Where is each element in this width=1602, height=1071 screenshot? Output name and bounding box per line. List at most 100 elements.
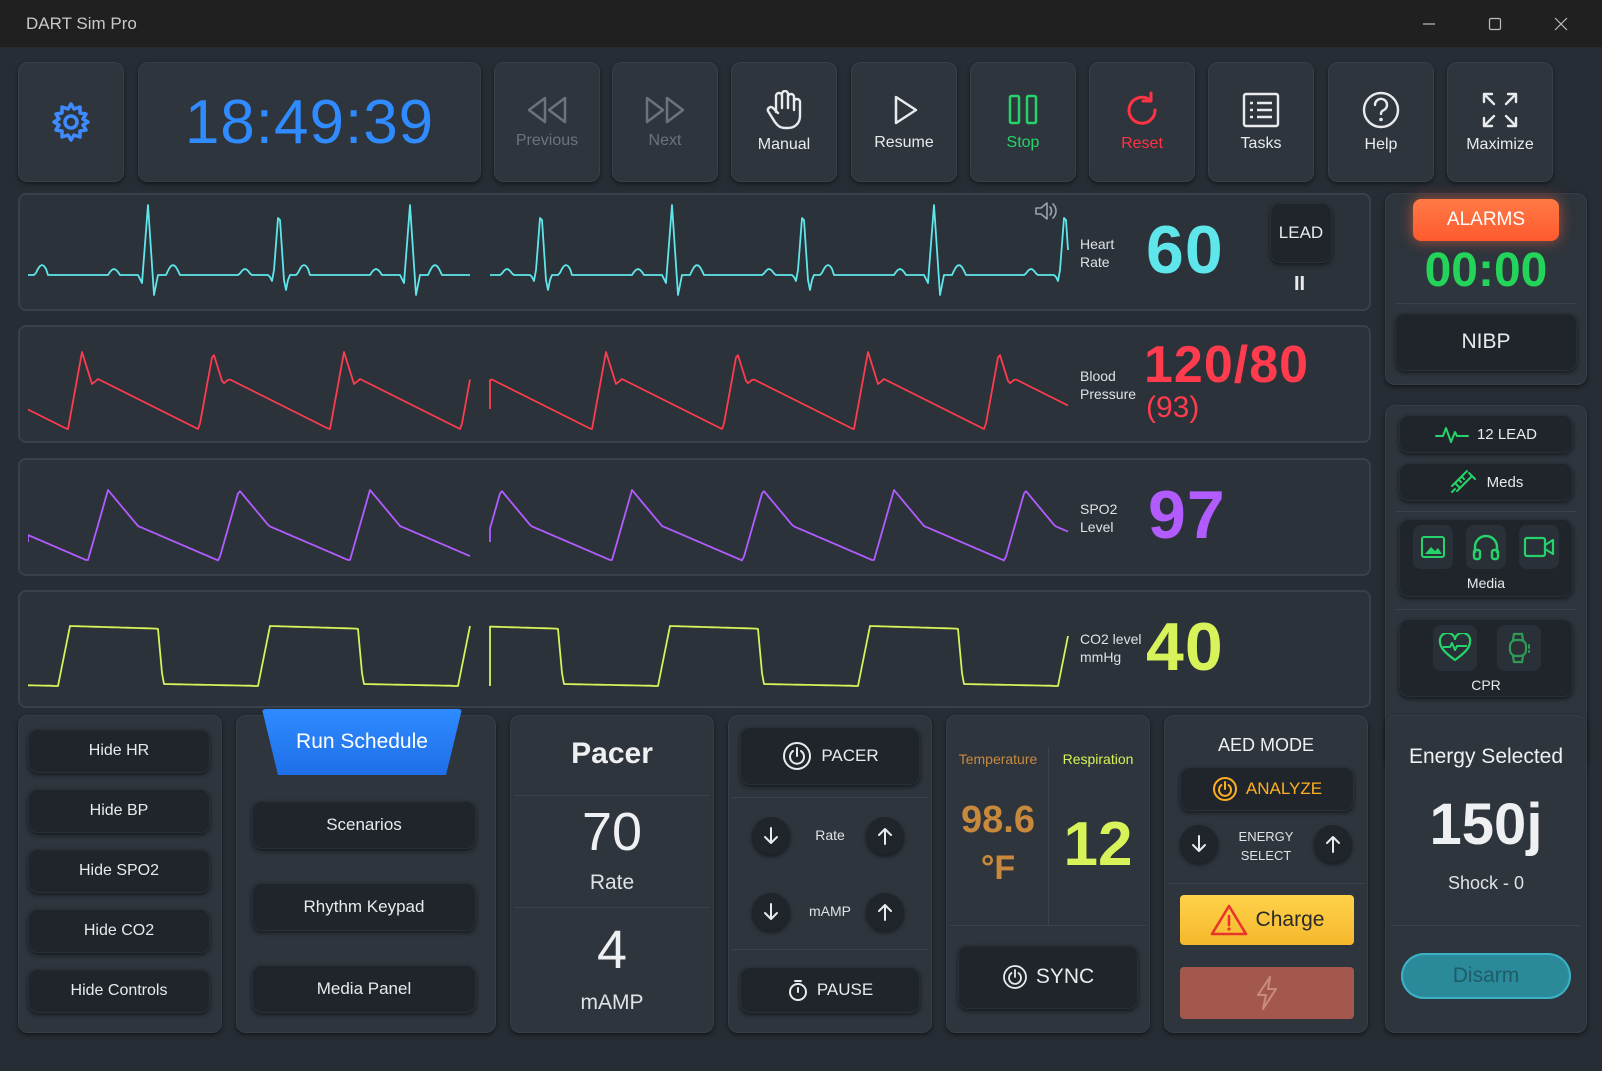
tasks-label: Tasks: [1240, 135, 1282, 152]
previous-button[interactable]: Previous: [494, 62, 600, 182]
divider: [1395, 511, 1577, 512]
shock-button[interactable]: [1180, 967, 1354, 1019]
capnography-trace: [28, 625, 1069, 687]
pacer-rate-label: Rate: [589, 871, 635, 894]
heart-pulse-icon: [1438, 633, 1472, 662]
pacer-mamp-value: 4: [596, 920, 628, 980]
video-media-button[interactable]: [1519, 525, 1559, 569]
ecg-icon: [1434, 427, 1469, 443]
previous-label: Previous: [515, 132, 579, 149]
hide-hr-button[interactable]: Hide HR: [28, 729, 210, 773]
energy-up-button[interactable]: [1314, 825, 1352, 863]
hr-label-line1: Heart: [1080, 236, 1115, 252]
analyze-button[interactable]: ANALYZE: [1180, 767, 1354, 811]
rate-down-button[interactable]: [752, 817, 790, 855]
sync-label: SYNC: [1035, 965, 1095, 988]
lightning-icon: [1257, 976, 1277, 1010]
hr-value: 60: [1146, 212, 1224, 288]
spo2-label-line1: SPO2: [1080, 501, 1118, 517]
minimize-button[interactable]: [1406, 8, 1452, 40]
settings-button[interactable]: [18, 62, 124, 182]
hide-controls-button[interactable]: Hide Controls: [28, 969, 210, 1013]
nibp-button[interactable]: NIBP: [1395, 313, 1577, 371]
bp-value: 120/80: [1144, 336, 1310, 394]
speaker-icon[interactable]: [1032, 199, 1058, 223]
resume-button[interactable]: Resume: [851, 62, 957, 182]
help-label: Help: [1364, 136, 1398, 153]
audio-media-button[interactable]: [1466, 525, 1506, 569]
arrow-down-icon: [764, 827, 778, 844]
timer-icon: [788, 980, 807, 1001]
mamp-down-button[interactable]: [752, 893, 790, 931]
sync-button[interactable]: SYNC: [958, 945, 1138, 1009]
restore-button[interactable]: [1472, 8, 1518, 40]
schedule-panel: Run Schedule Scenarios Rhythm Keypad Med…: [236, 709, 496, 1033]
pacer-pause-button[interactable]: PAUSE: [740, 967, 920, 1013]
media-label: Media: [1466, 575, 1506, 591]
arrow-up-icon: [878, 904, 892, 921]
capnography-waveform: [28, 625, 1069, 687]
clock: 18:49:39: [184, 87, 435, 157]
charge-button[interactable]: Charge: [1180, 895, 1354, 945]
tasks-button[interactable]: Tasks: [1208, 62, 1314, 182]
hand-icon: [766, 90, 802, 130]
close-button[interactable]: [1538, 8, 1584, 40]
hide-co2-button[interactable]: Hide CO2: [28, 909, 210, 953]
waveform-pause-button[interactable]: II: [1294, 273, 1306, 295]
energy-select-line1: ENERGY: [1238, 829, 1294, 844]
co2-label: CO2 level mmHg: [1080, 630, 1141, 666]
bp-mean: (93): [1146, 391, 1200, 424]
divider: [1168, 883, 1364, 884]
restore-icon: [1488, 17, 1502, 31]
hr-label: Heart Rate: [1080, 235, 1114, 271]
bp-waveform: [28, 351, 1069, 430]
gear-icon: [52, 102, 90, 142]
disarm-button[interactable]: Disarm: [1401, 953, 1571, 999]
stop-button[interactable]: Stop: [970, 62, 1076, 182]
ecg-trace: [28, 204, 1069, 296]
app-body: 18:49:39 Previous Next Manual Resume Sto…: [0, 48, 1602, 1071]
rhythm-keypad-button[interactable]: Rhythm Keypad: [252, 883, 476, 931]
image-media-button[interactable]: [1413, 525, 1453, 569]
resume-label: Resume: [874, 134, 934, 151]
lead-button[interactable]: LEAD: [1270, 203, 1332, 263]
energy-down-button[interactable]: [1180, 825, 1218, 863]
watch-icon: [1508, 632, 1530, 664]
manual-button[interactable]: Manual: [731, 62, 837, 182]
hide-bp-button[interactable]: Hide BP: [28, 789, 210, 833]
power-icon: [1002, 965, 1027, 989]
hide-spo2-button[interactable]: Hide SPO2: [28, 849, 210, 893]
bp-label: Blood Pressure: [1080, 367, 1136, 403]
run-schedule-button[interactable]: Run Schedule: [262, 709, 462, 775]
media-panel-button[interactable]: Media Panel: [252, 965, 476, 1013]
scenarios-button[interactable]: Scenarios: [252, 801, 476, 849]
reset-button[interactable]: Reset: [1089, 62, 1195, 182]
cpr-heart-button[interactable]: [1433, 625, 1477, 671]
help-button[interactable]: Help: [1328, 62, 1434, 182]
alarms-button[interactable]: ALARMS: [1413, 199, 1559, 241]
play-icon: [894, 95, 918, 125]
media-group: Media: [1399, 519, 1573, 597]
divider: [1395, 609, 1577, 610]
energy-panel: Energy Selected 150j Shock - 0 Disarm: [1385, 715, 1587, 1033]
rate-up-button[interactable]: [866, 817, 904, 855]
hide-controls-panel: Hide HR Hide BP Hide SPO2 Hide CO2 Hide …: [18, 715, 222, 1033]
mamp-up-button[interactable]: [866, 893, 904, 931]
energy-select-line2: SELECT: [1240, 848, 1292, 863]
bp-label-line1: Blood: [1080, 368, 1116, 384]
cpr-watch-button[interactable]: [1497, 625, 1541, 671]
pacer-button[interactable]: PACER: [740, 727, 920, 785]
maximize-app-button[interactable]: Maximize: [1447, 62, 1553, 182]
bp-waveform-panel: Blood Pressure 120/80 (93): [18, 325, 1371, 443]
temperature-value: 98.6: [961, 799, 1035, 841]
video-icon: [1523, 536, 1555, 558]
title-bar: DART Sim Pro: [0, 0, 1602, 48]
pause-label: PAUSE: [816, 980, 874, 999]
next-button[interactable]: Next: [612, 62, 718, 182]
meds-button[interactable]: Meds: [1399, 463, 1573, 501]
twelve-lead-button[interactable]: 12 LEAD: [1399, 415, 1573, 453]
maximize-label: Maximize: [1466, 136, 1534, 153]
hr-label-line2: Rate: [1080, 254, 1110, 270]
twelve-lead-label: 12 LEAD: [1476, 425, 1538, 443]
power-icon: [783, 742, 812, 770]
